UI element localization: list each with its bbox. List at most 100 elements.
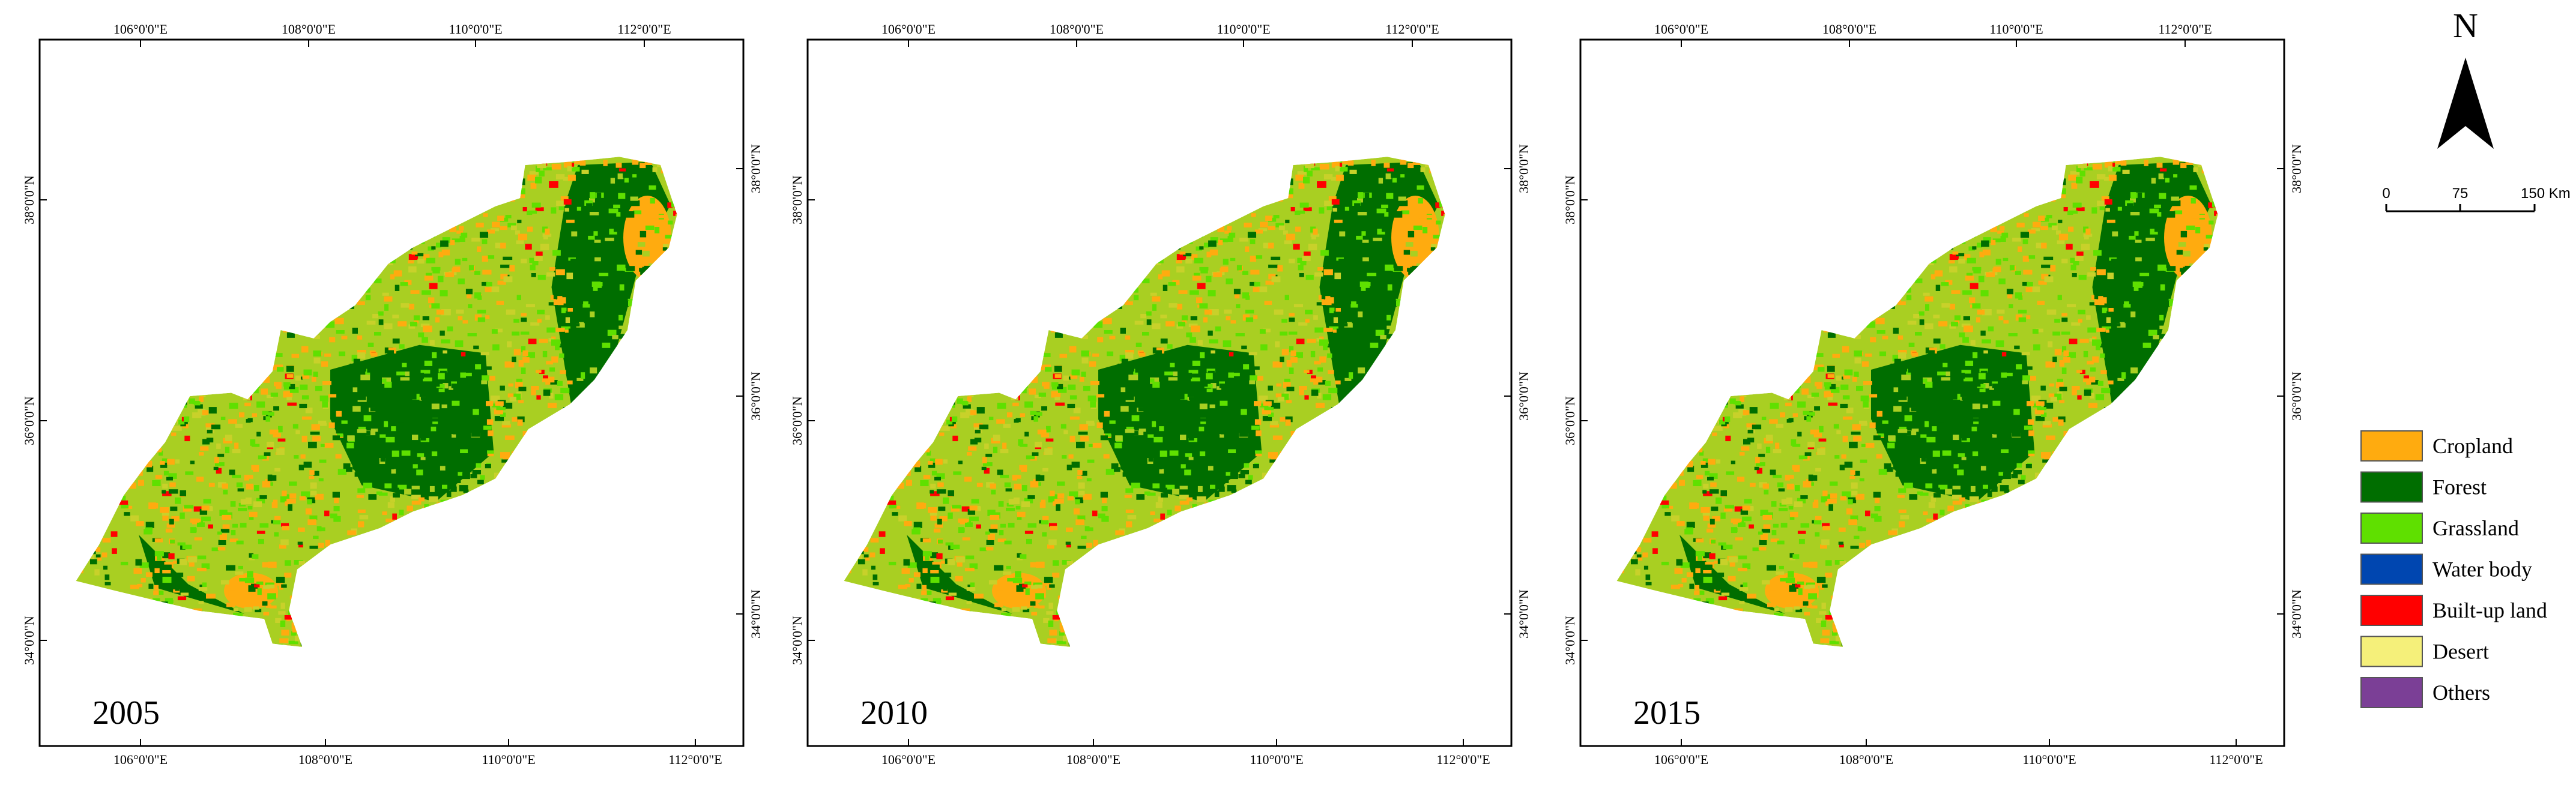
land-pixel bbox=[515, 230, 520, 235]
land-pixel bbox=[1223, 340, 1232, 347]
land-pixel bbox=[935, 459, 943, 465]
land-pixel bbox=[1329, 307, 1335, 313]
land-pixel bbox=[205, 423, 215, 428]
land-pixel bbox=[1230, 257, 1236, 262]
land-pixel bbox=[1385, 173, 1392, 179]
land-pixel bbox=[1147, 492, 1156, 496]
land-pixel bbox=[1213, 403, 1221, 409]
land-pixel bbox=[485, 464, 491, 469]
land-pixel bbox=[536, 251, 543, 256]
land-pixel bbox=[940, 426, 950, 431]
land-pixel bbox=[1086, 478, 1092, 482]
land-pixel bbox=[567, 380, 573, 385]
land-pixel bbox=[276, 577, 285, 583]
land-pixel bbox=[1245, 310, 1254, 314]
land-pixel bbox=[291, 631, 297, 636]
land-pixel bbox=[525, 304, 535, 307]
land-pixel bbox=[1152, 421, 1156, 427]
land-pixel bbox=[401, 391, 410, 396]
land-pixel bbox=[1380, 335, 1386, 340]
land-pixel bbox=[220, 529, 230, 533]
land-pixel bbox=[467, 292, 472, 299]
land-pixel bbox=[938, 507, 946, 511]
land-pixel bbox=[154, 538, 163, 543]
land-pixel bbox=[247, 571, 253, 578]
land-pixel bbox=[431, 266, 441, 271]
land-pixel bbox=[1069, 346, 1077, 353]
land-pixel bbox=[1277, 397, 1284, 402]
land-pixel bbox=[416, 469, 423, 476]
land-pixel bbox=[1024, 432, 1029, 437]
land-pixel bbox=[352, 406, 361, 412]
land-pixel bbox=[962, 401, 969, 406]
land-pixel bbox=[951, 506, 960, 512]
land-pixel bbox=[387, 502, 395, 508]
land-pixel bbox=[456, 230, 463, 234]
land-pixel bbox=[1298, 322, 1308, 326]
land-pixel bbox=[1401, 184, 1407, 190]
land-pixel bbox=[1335, 166, 1340, 172]
land-pixel bbox=[263, 612, 270, 616]
land-pixel bbox=[513, 349, 521, 356]
land-pixel bbox=[1305, 319, 1310, 323]
land-pixel bbox=[1075, 499, 1080, 505]
land-pixel bbox=[517, 220, 522, 223]
land-pixel bbox=[370, 352, 378, 357]
land-pixel bbox=[175, 585, 180, 591]
land-pixel bbox=[602, 342, 611, 348]
land-pixel bbox=[650, 198, 655, 204]
land-pixel bbox=[966, 409, 974, 416]
land-pixel bbox=[410, 322, 418, 326]
land-pixel bbox=[1386, 325, 1394, 329]
land-pixel bbox=[1236, 304, 1241, 308]
land-pixel bbox=[244, 607, 252, 612]
land-pixel bbox=[1196, 387, 1203, 394]
land-pixel bbox=[1126, 521, 1132, 528]
land-pixel bbox=[392, 314, 399, 319]
land-pixel bbox=[1215, 326, 1221, 332]
land-pixel bbox=[1120, 387, 1126, 392]
land-pixel bbox=[1248, 352, 1257, 356]
land-pixel bbox=[1351, 301, 1356, 305]
land-pixel bbox=[1327, 353, 1332, 358]
land-pixel bbox=[168, 489, 178, 494]
land-pixel bbox=[892, 512, 898, 516]
land-pixel bbox=[1012, 607, 1020, 612]
land-pixel bbox=[333, 506, 340, 511]
land-pixel bbox=[1138, 429, 1146, 432]
land-pixel bbox=[1081, 371, 1086, 377]
land-pixel bbox=[440, 240, 449, 247]
land-pixel bbox=[1318, 295, 1324, 300]
land-pixel bbox=[399, 510, 404, 516]
land-pixel bbox=[623, 172, 630, 178]
land-pixel bbox=[639, 268, 645, 272]
land-pixel bbox=[1031, 585, 1038, 589]
land-pixel bbox=[461, 408, 467, 413]
land-pixel bbox=[387, 350, 395, 354]
land-pixel bbox=[1068, 454, 1074, 459]
land-pixel bbox=[162, 570, 171, 574]
north-arrow-left bbox=[2437, 58, 2466, 149]
land-pixel bbox=[922, 585, 927, 591]
land-pixel bbox=[278, 426, 283, 433]
land-pixel bbox=[1359, 281, 1369, 287]
land-pixel bbox=[1295, 174, 1304, 181]
land-pixel bbox=[360, 368, 367, 372]
land-pixel bbox=[1290, 350, 1296, 356]
land-pixel bbox=[494, 409, 503, 415]
land-pixel bbox=[495, 401, 504, 406]
land-pixel bbox=[168, 553, 175, 559]
land-pixel bbox=[1331, 162, 1340, 168]
land-pixel bbox=[559, 353, 564, 358]
land-pixel bbox=[1349, 372, 1353, 379]
land-pixel bbox=[522, 350, 528, 356]
land-pixel bbox=[952, 435, 958, 442]
land-pixel bbox=[253, 606, 259, 610]
land-pixel bbox=[1196, 496, 1206, 502]
land-pixel bbox=[1192, 275, 1202, 281]
land-pixel bbox=[336, 411, 342, 417]
land-pixel bbox=[357, 301, 365, 305]
land-pixel bbox=[166, 477, 173, 481]
land-pixel bbox=[152, 480, 161, 487]
land-pixel bbox=[428, 297, 435, 304]
